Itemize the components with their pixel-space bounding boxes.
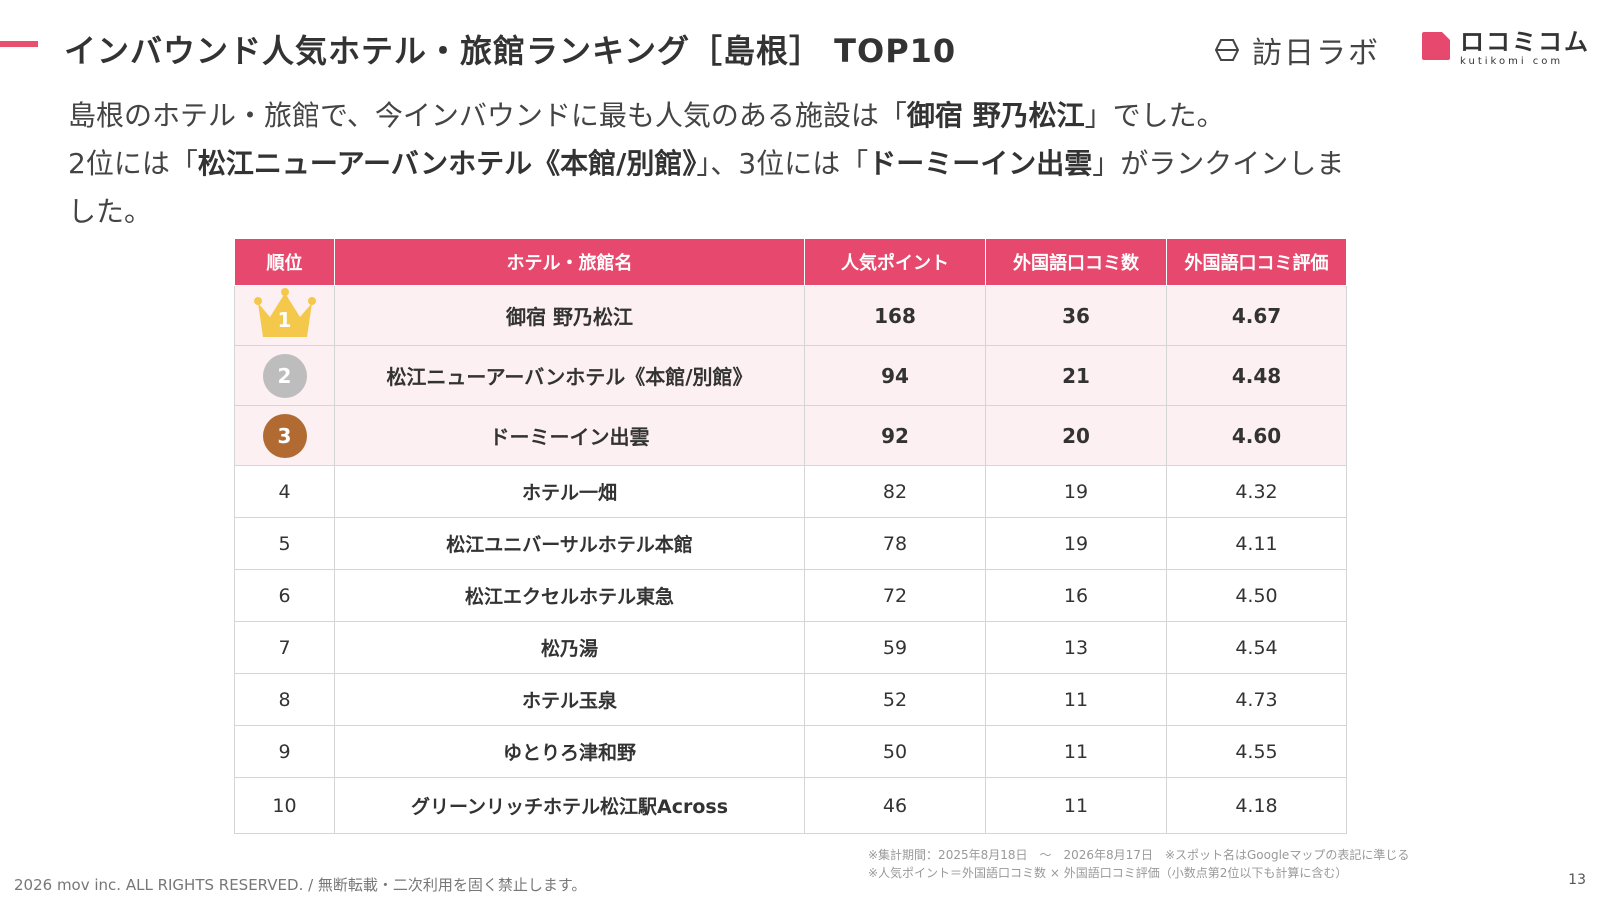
rank-cell: 1 [234,285,335,346]
crown-icon: 1 [252,287,318,339]
table-row: 3 ドーミーイン出雲 92 20 4.60 [234,405,1347,466]
review-count: 11 [985,725,1167,778]
intro-text-segment: 島根のホテル・旅館で、今インバウンドに最も人気のある施設は「 [68,99,907,132]
review-rating: 4.73 [1166,673,1347,726]
review-count: 13 [985,621,1167,674]
rank-cell: 2 [234,345,335,406]
popularity-points: 92 [804,405,986,466]
intro-line-1: 島根のホテル・旅館で、今インバウンドに最も人気のある施設は「御宿 野乃松江」でし… [68,92,1528,140]
footnotes: ※集計期間：2025年8月18日 ～ 2026年8月17日 ※スポット名はGoo… [868,846,1409,882]
review-count: 20 [985,405,1167,466]
table-row: 5 松江ユニバーサルホテル本館 78 19 4.11 [234,517,1347,570]
popularity-points: 50 [804,725,986,778]
header-foreign-review-rating: 外国語口コミ評価 [1166,238,1347,286]
review-rating: 4.11 [1166,517,1347,570]
intro-highlight-rank3: ドーミーイン出雲 [868,147,1093,180]
hotel-name: ホテル一畑 [334,465,805,518]
rank-number: 1 [277,308,292,332]
review-rating: 4.60 [1166,405,1347,466]
table-row: 1 御宿 野乃松江 168 36 4.67 [234,285,1347,346]
intro-text-segment: 」でした。 [1084,99,1225,132]
bronze-medal-icon: 3 [262,413,307,458]
popularity-points: 72 [804,569,986,622]
kutikomi-com-logo-text: ロコミコム [1460,28,1590,56]
review-count: 36 [985,285,1167,346]
hotel-name: 松江ユニバーサルホテル本館 [334,517,805,570]
hotel-name: 松江ニューアーバンホテル《本館/別館》 [334,345,805,406]
houjitsu-labo-logo-text: 訪日ラボ [1252,36,1380,71]
popularity-points: 78 [804,517,986,570]
review-rating: 4.54 [1166,621,1347,674]
header-rank: 順位 [234,238,335,286]
rank-cell: 7 [234,621,335,674]
table-row: 8 ホテル玉泉 52 11 4.73 [234,673,1347,726]
page-title: インバウンド人気ホテル・旅館ランキング［島根］ TOP10 [64,32,957,70]
hotel-name: ホテル玉泉 [334,673,805,726]
kutikomi-com-logo: ロコミコム kutikomi com [1420,30,1590,67]
review-rating: 4.50 [1166,569,1347,622]
popularity-points: 46 [804,777,986,834]
rank-cell: 3 [234,405,335,466]
table-row: 4 ホテル一畑 82 19 4.32 [234,465,1347,518]
kutikomi-com-logo-subtext: kutikomi com [1460,56,1564,67]
intro-highlight-rank1: 御宿 野乃松江 [906,99,1085,132]
hotel-name: 松乃湯 [334,621,805,674]
intro-text-segment: 」がランクインしま [1092,147,1345,180]
review-rating: 4.67 [1166,285,1347,346]
ranking-table: 順位 ホテル・旅館名 人気ポイント 外国語口コミ数 外国語口コミ評価 1 御 [234,238,1347,834]
rank-cell: 5 [234,517,335,570]
table-row: 9 ゆとりろ津和野 50 11 4.55 [234,725,1347,778]
hotel-name: 御宿 野乃松江 [334,285,805,346]
header-hotel-name: ホテル・旅館名 [334,238,805,286]
review-count: 16 [985,569,1167,622]
table-row: 7 松乃湯 59 13 4.54 [234,621,1347,674]
page-number: 13 [1568,872,1586,888]
intro-text: 島根のホテル・旅館で、今インバウンドに最も人気のある施設は「御宿 野乃松江」でし… [68,92,1528,236]
popularity-points: 82 [804,465,986,518]
hotel-name: グリーンリッチホテル松江駅Across [334,777,805,834]
rank-cell: 9 [234,725,335,778]
popularity-points: 59 [804,621,986,674]
popularity-points: 94 [804,345,986,406]
intro-highlight-rank2: 松江ニューアーバンホテル《本館/別館》 [197,147,697,180]
review-rating: 4.48 [1166,345,1347,406]
hotel-name: ゆとりろ津和野 [334,725,805,778]
review-rating: 4.18 [1166,777,1347,834]
intro-line-2: 2位には「松江ニューアーバンホテル《本館/別館》」、3位には「ドーミーイン出雲」… [68,140,1528,188]
table-row: 10 グリーンリッチホテル松江駅Across 46 11 4.18 [234,777,1347,834]
rank-cell: 6 [234,569,335,622]
footnote-period: ※集計期間：2025年8月18日 ～ 2026年8月17日 ※スポット名はGoo… [868,848,1410,862]
rank-cell: 4 [234,465,335,518]
popularity-points: 168 [804,285,986,346]
header-foreign-review-count: 外国語口コミ数 [985,238,1167,286]
popularity-points: 52 [804,673,986,726]
header-popularity-points: 人気ポイント [804,238,986,286]
intro-line-3: した。 [68,195,153,228]
copyright-text: 2026 mov inc. ALL RIGHTS RESERVED. / 無断転… [14,876,587,894]
review-rating: 4.55 [1166,725,1347,778]
table-header-row: 順位 ホテル・旅館名 人気ポイント 外国語口コミ数 外国語口コミ評価 [234,238,1347,286]
review-count: 19 [985,517,1167,570]
rank-cell: 10 [234,777,335,834]
intro-text-segment: 」、3位には「 [696,147,869,180]
review-count: 11 [985,777,1167,834]
table-row: 2 松江ニューアーバンホテル《本館/別館》 94 21 4.48 [234,345,1347,406]
hotel-name: ドーミーイン出雲 [334,405,805,466]
table-row: 6 松江エクセルホテル東急 72 16 4.50 [234,569,1347,622]
review-count: 11 [985,673,1167,726]
review-rating: 4.32 [1166,465,1347,518]
accent-bar [0,41,38,47]
houjitsu-labo-logo: 訪日ラボ [1212,28,1380,72]
intro-text-segment: 2位には「 [68,147,198,180]
houjitsu-labo-logo-icon [1214,39,1240,61]
silver-medal-icon: 2 [262,353,307,398]
rank-cell: 8 [234,673,335,726]
kutikomi-com-logo-icon [1422,32,1450,60]
review-count: 19 [985,465,1167,518]
hotel-name: 松江エクセルホテル東急 [334,569,805,622]
review-count: 21 [985,345,1167,406]
footnote-points-definition: ※人気ポイント＝外国語口コミ数 × 外国語口コミ評価（小数点第2位以下も計算に含… [868,866,1348,880]
